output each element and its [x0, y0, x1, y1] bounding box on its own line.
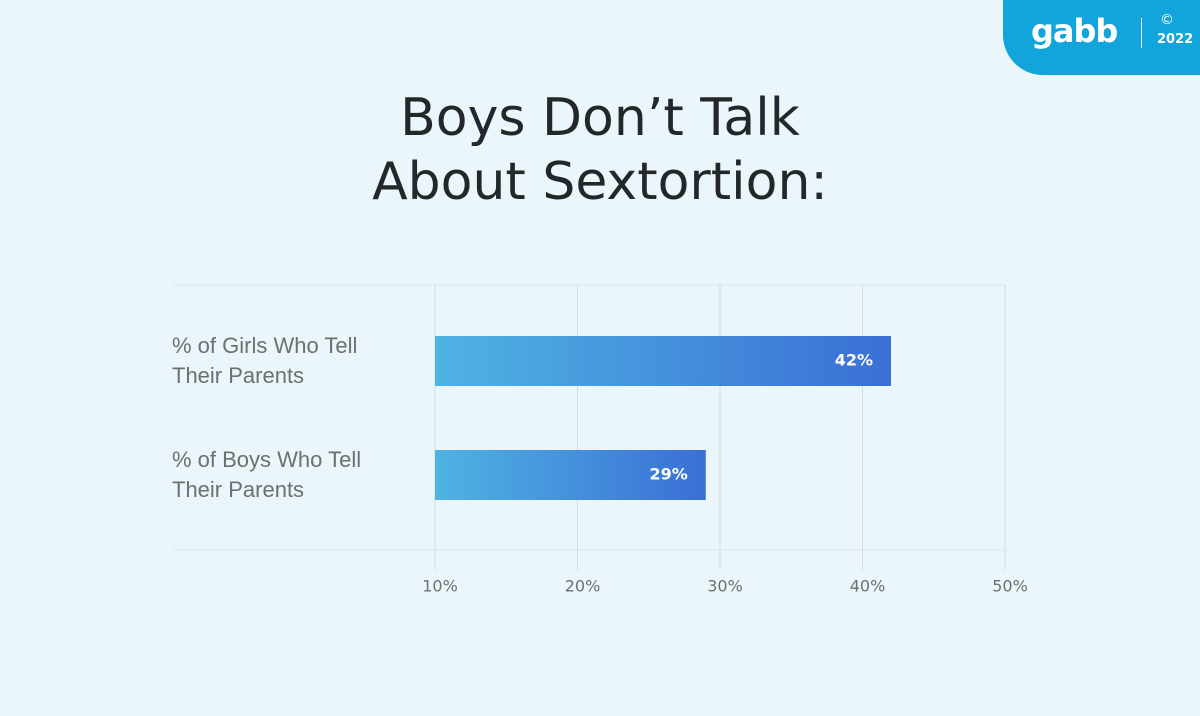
category-label: % of Boys Who Tell Their Parents [172, 447, 362, 502]
chart-title: Boys Don’t Talk About Sextortion: [0, 86, 1200, 214]
title-text: Boys Don’t Talk About Sextortion: [372, 88, 828, 212]
x-tick-label: 40% [850, 577, 886, 596]
value-label: 29% [649, 465, 687, 484]
copyright: © [1160, 12, 1174, 28]
x-tick-label: 50% [992, 577, 1028, 596]
separator [1141, 18, 1142, 48]
logo: gabb © 2022 [1003, 0, 1200, 75]
x-tick-label: 30% [707, 577, 743, 596]
bar [435, 450, 706, 500]
value-label: 42% [835, 351, 873, 370]
year: 2022 [1157, 32, 1194, 47]
x-tick-label: 20% [565, 577, 601, 596]
brand: gabb [1031, 12, 1118, 50]
category-label: % of Girls Who Tell Their Parents [172, 333, 358, 388]
x-tick-label: 10% [422, 577, 458, 596]
bar [435, 336, 891, 386]
